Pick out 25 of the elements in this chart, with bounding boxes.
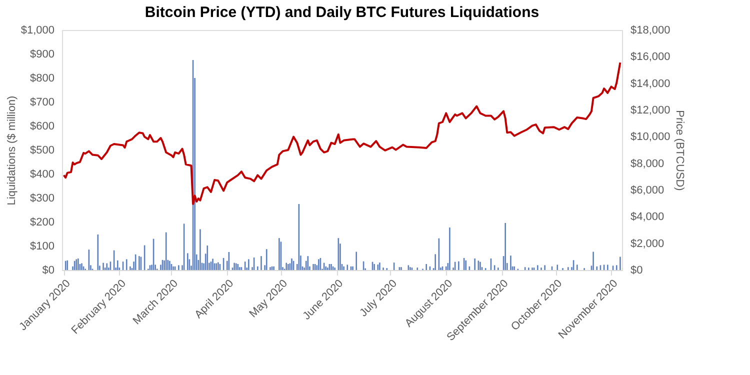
y2-tick-label: $0 <box>630 264 643 276</box>
y2-tick-label: $12,000 <box>630 104 670 116</box>
y2-tick-label: $6,000 <box>630 184 664 196</box>
y-tick-label: $300 <box>30 192 54 204</box>
y-tick-label: $400 <box>30 168 54 180</box>
y2-tick-label: $2,000 <box>630 238 664 250</box>
y-axis-title: Liquidations ($ million) <box>6 96 18 206</box>
y-tick-label: $500 <box>30 144 54 156</box>
y2-tick-label: $8,000 <box>630 158 664 170</box>
y2-tick-label: $14,000 <box>630 78 670 90</box>
y-tick-label: $100 <box>30 240 54 252</box>
y-tick-label: $1,000 <box>20 24 54 36</box>
y-tick-label: $700 <box>30 96 54 108</box>
line-series <box>62 62 622 205</box>
y2-tick-label: $4,000 <box>630 211 664 224</box>
y2-tick-label: $16,000 <box>630 51 670 64</box>
y-tick-label: $800 <box>30 72 54 84</box>
y2-axis-title: Price (BTCUSD) <box>673 110 686 191</box>
y2-tick-label: $10,000 <box>630 131 670 144</box>
y-tick-label: $900 <box>30 48 54 60</box>
y-tick-label: $600 <box>30 120 54 132</box>
y-tick-label: $0 <box>42 264 54 276</box>
y2-tick-label: $18,000 <box>630 24 670 36</box>
chart-title: Bitcoin Price (YTD) and Daily BTC Futures Liquidations <box>144 4 540 21</box>
y-tick-label: $200 <box>30 216 54 228</box>
